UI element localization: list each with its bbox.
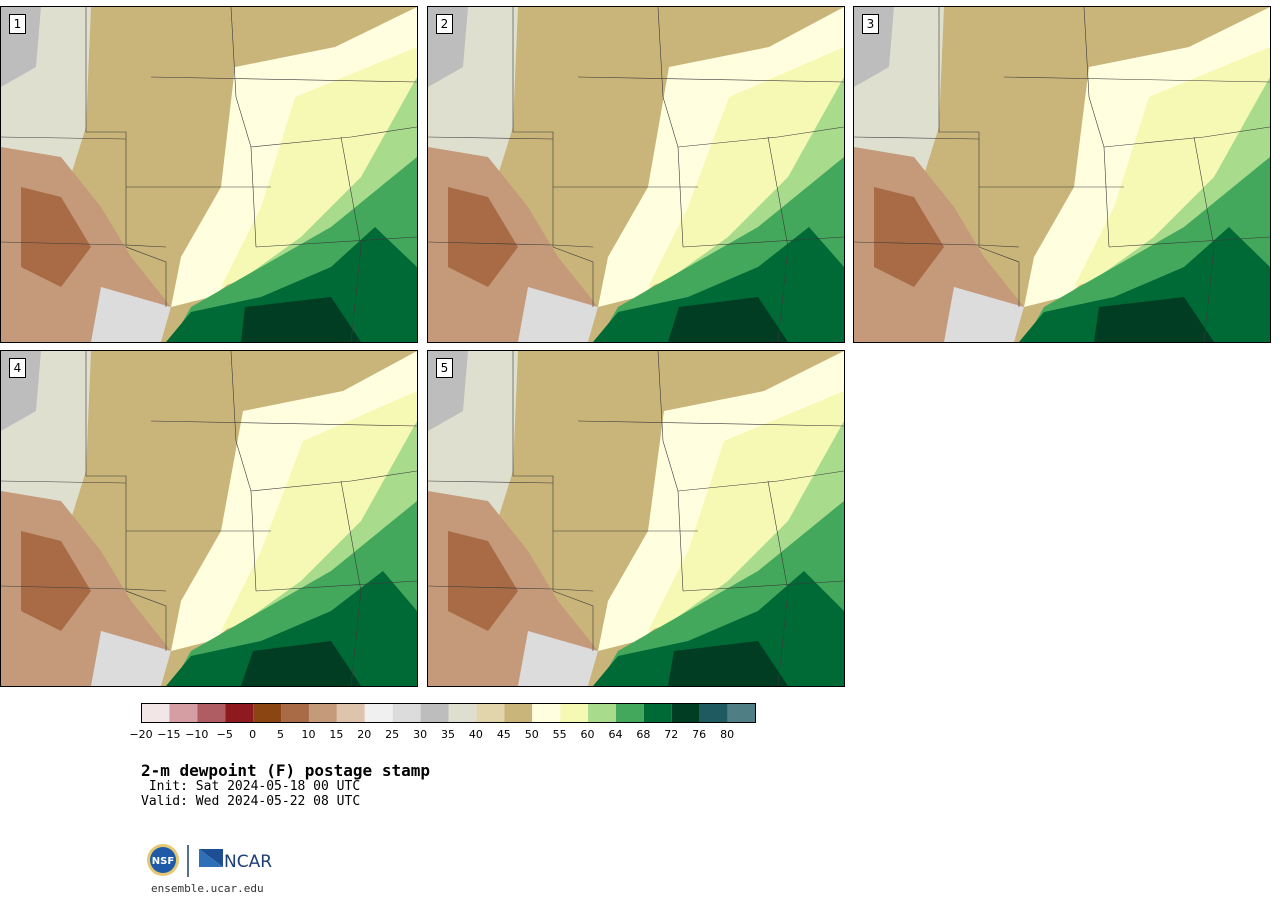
colorbar-swatch: [504, 703, 533, 723]
colorbar-swatch: [392, 703, 421, 723]
nsf-logo: NSF: [147, 844, 179, 876]
colorbar: [141, 703, 756, 723]
colorbar-swatch: [615, 703, 644, 723]
colorbar-swatch: [281, 703, 309, 723]
colorbar-tick-label: 0: [249, 728, 257, 741]
panel-number-label: 3: [862, 14, 879, 34]
svg-text:NCAR: NCAR: [224, 852, 272, 872]
colorbar-swatch: [169, 703, 198, 723]
colorbar-tick-label: 40: [468, 728, 483, 741]
colorbar-tick-label: 55: [552, 728, 567, 741]
colorbar-tick-label: 68: [636, 728, 651, 741]
colorbar-swatch: [643, 703, 672, 723]
colorbar-tick-label: 45: [496, 728, 511, 741]
valid-time: Valid: Wed 2024-05-22 08 UTC: [141, 794, 361, 809]
panel-number-label: 1: [9, 14, 26, 34]
map-panel: 1: [0, 6, 418, 343]
colorbar-swatch: [253, 703, 282, 723]
chart-title: 2-m dewpoint (F) postage stamp: [141, 761, 430, 780]
logos: NSF NCAR: [147, 844, 272, 877]
colorbar-tick-label: 15: [329, 728, 344, 741]
colorbar-tick-label: 80: [720, 728, 735, 741]
colorbar-tick-label: 50: [524, 728, 539, 741]
site-url: ensemble.ucar.edu: [151, 882, 264, 895]
colorbar-tick-label: 76: [692, 728, 707, 741]
panel-number-label: 4: [9, 358, 26, 378]
colorbar-swatch: [699, 703, 728, 723]
init-time: Init: Sat 2024-05-18 00 UTC: [141, 779, 361, 794]
colorbar-swatch: [588, 703, 616, 723]
map-panel: 5: [427, 350, 845, 687]
colorbar-swatch: [560, 703, 589, 723]
colorbar-swatch: [448, 703, 477, 723]
colorbar-swatch: [308, 703, 337, 723]
colorbar-ticks: −20 −15 −10 −5 0 5 10 15 20 25 30 35 40 45 50 55 60 64 68 7…: [129, 728, 781, 744]
colorbar-tick-label: −5: [216, 728, 233, 741]
colorbar-swatch: [197, 703, 226, 723]
colorbar-tick-label: 60: [580, 728, 595, 741]
colorbar-tick-label: −20: [129, 728, 153, 741]
colorbar-swatch: [420, 703, 449, 723]
colorbar-tick-label: 5: [277, 728, 285, 741]
colorbar-swatch: [364, 703, 393, 723]
colorbar-swatch: [225, 703, 254, 723]
map-panel: 2: [427, 6, 845, 343]
colorbar-tick-label: −10: [185, 728, 209, 741]
colorbar-tick-label: 30: [413, 728, 428, 741]
colorbar-tick-label: −15: [157, 728, 181, 741]
svg-text:NSF: NSF: [152, 856, 174, 867]
ncar-logo: NCAR: [199, 849, 272, 872]
colorbar-tick-label: 64: [608, 728, 623, 741]
map-panel: 3: [853, 6, 1271, 343]
colorbar-tick-label: 72: [664, 728, 679, 741]
colorbar-swatch: [141, 703, 170, 723]
colorbar-swatch: [476, 703, 505, 723]
colorbar-swatch: [671, 703, 700, 723]
colorbar-swatch: [532, 703, 561, 723]
panel-number-label: 2: [436, 14, 453, 34]
colorbar-swatch: [336, 703, 365, 723]
colorbar-tick-label: 20: [357, 728, 372, 741]
colorbar-tick-label: 25: [385, 728, 400, 741]
colorbar-tick-label: 35: [441, 728, 455, 741]
colorbar-swatch: [727, 703, 756, 723]
panel-number-label: 5: [436, 358, 453, 378]
map-panel: 4: [0, 350, 418, 687]
colorbar-tick-label: 10: [301, 728, 316, 741]
